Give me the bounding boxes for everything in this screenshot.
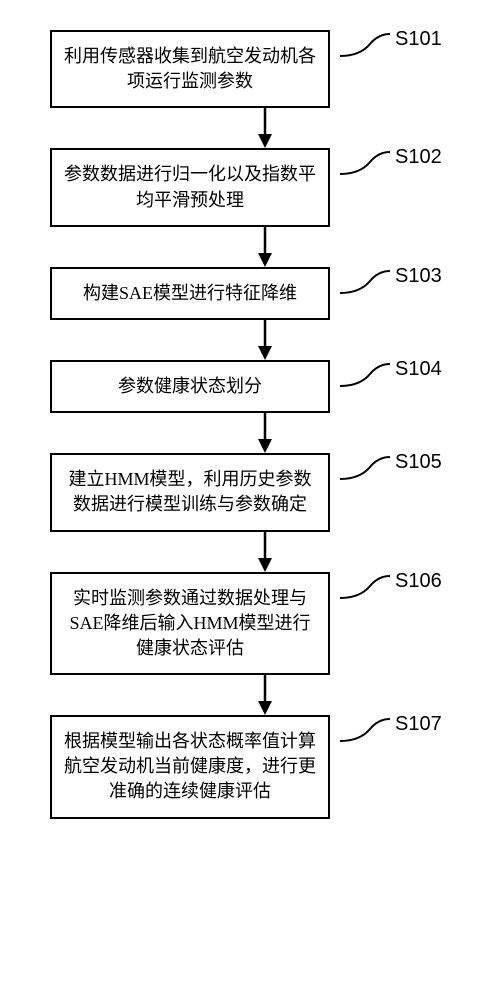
flowchart-row: 建立HMM模型，利用历史参数数据进行模型训练与参数确定 S105 xyxy=(20,453,480,531)
node-text: 构建SAE模型进行特征降维 xyxy=(83,281,297,306)
flowchart-node: 构建SAE模型进行特征降维 xyxy=(50,267,330,320)
step-label: S102 xyxy=(395,146,442,169)
arrow-connector xyxy=(125,320,405,360)
arrow-connector xyxy=(125,108,405,148)
curve-connector xyxy=(340,455,390,485)
step-label: S101 xyxy=(395,28,442,51)
curve-connector xyxy=(340,362,390,392)
flowchart-row: 构建SAE模型进行特征降维 S103 xyxy=(20,267,480,320)
flowchart-node: 参数健康状态划分 xyxy=(50,360,330,413)
label-container: S107 xyxy=(340,717,442,747)
flowchart-node: 利用传感器收集到航空发动机各项运行监测参数 xyxy=(50,30,330,108)
flowchart-node: 建立HMM模型，利用历史参数数据进行模型训练与参数确定 xyxy=(50,453,330,531)
node-text: 实时监测参数通过数据处理与SAE降维后输入HMM模型进行健康状态评估 xyxy=(62,586,318,662)
arrow-connector xyxy=(125,227,405,267)
step-label: S107 xyxy=(395,713,442,736)
curve-connector xyxy=(340,150,390,180)
flowchart-row: 利用传感器收集到航空发动机各项运行监测参数 S101 xyxy=(20,30,480,108)
step-label: S103 xyxy=(395,265,442,288)
flowchart-node: 实时监测参数通过数据处理与SAE降维后输入HMM模型进行健康状态评估 xyxy=(50,572,330,676)
flowchart-row: 参数数据进行归一化以及指数平均平滑预处理 S102 xyxy=(20,148,480,226)
label-container: S106 xyxy=(340,574,442,604)
flowchart-node: 根据模型输出各状态概率值计算航空发动机当前健康度，进行更准确的连续健康评估 xyxy=(50,715,330,819)
label-container: S105 xyxy=(340,455,442,485)
step-label: S106 xyxy=(395,570,442,593)
curve-connector xyxy=(340,574,390,604)
flowchart-row: 根据模型输出各状态概率值计算航空发动机当前健康度，进行更准确的连续健康评估 S1… xyxy=(20,715,480,819)
flowchart-row: 参数健康状态划分 S104 xyxy=(20,360,480,413)
arrow-connector xyxy=(125,532,405,572)
label-container: S101 xyxy=(340,32,442,62)
arrow-connector xyxy=(125,675,405,715)
node-text: 建立HMM模型，利用历史参数数据进行模型训练与参数确定 xyxy=(62,467,318,517)
curve-connector xyxy=(340,269,390,299)
node-text: 根据模型输出各状态概率值计算航空发动机当前健康度，进行更准确的连续健康评估 xyxy=(62,729,318,805)
flowchart-container: 利用传感器收集到航空发动机各项运行监测参数 S101 参数数据进行归一化以及指数… xyxy=(20,30,480,819)
flowchart-node: 参数数据进行归一化以及指数平均平滑预处理 xyxy=(50,148,330,226)
curve-connector xyxy=(340,32,390,62)
step-label: S105 xyxy=(395,451,442,474)
label-container: S104 xyxy=(340,362,442,392)
label-container: S102 xyxy=(340,150,442,180)
flowchart-row: 实时监测参数通过数据处理与SAE降维后输入HMM模型进行健康状态评估 S106 xyxy=(20,572,480,676)
node-text: 参数健康状态划分 xyxy=(118,374,262,399)
curve-connector xyxy=(340,717,390,747)
label-container: S103 xyxy=(340,269,442,299)
node-text: 利用传感器收集到航空发动机各项运行监测参数 xyxy=(62,44,318,94)
step-label: S104 xyxy=(395,358,442,381)
node-text: 参数数据进行归一化以及指数平均平滑预处理 xyxy=(62,162,318,212)
arrow-connector xyxy=(125,413,405,453)
